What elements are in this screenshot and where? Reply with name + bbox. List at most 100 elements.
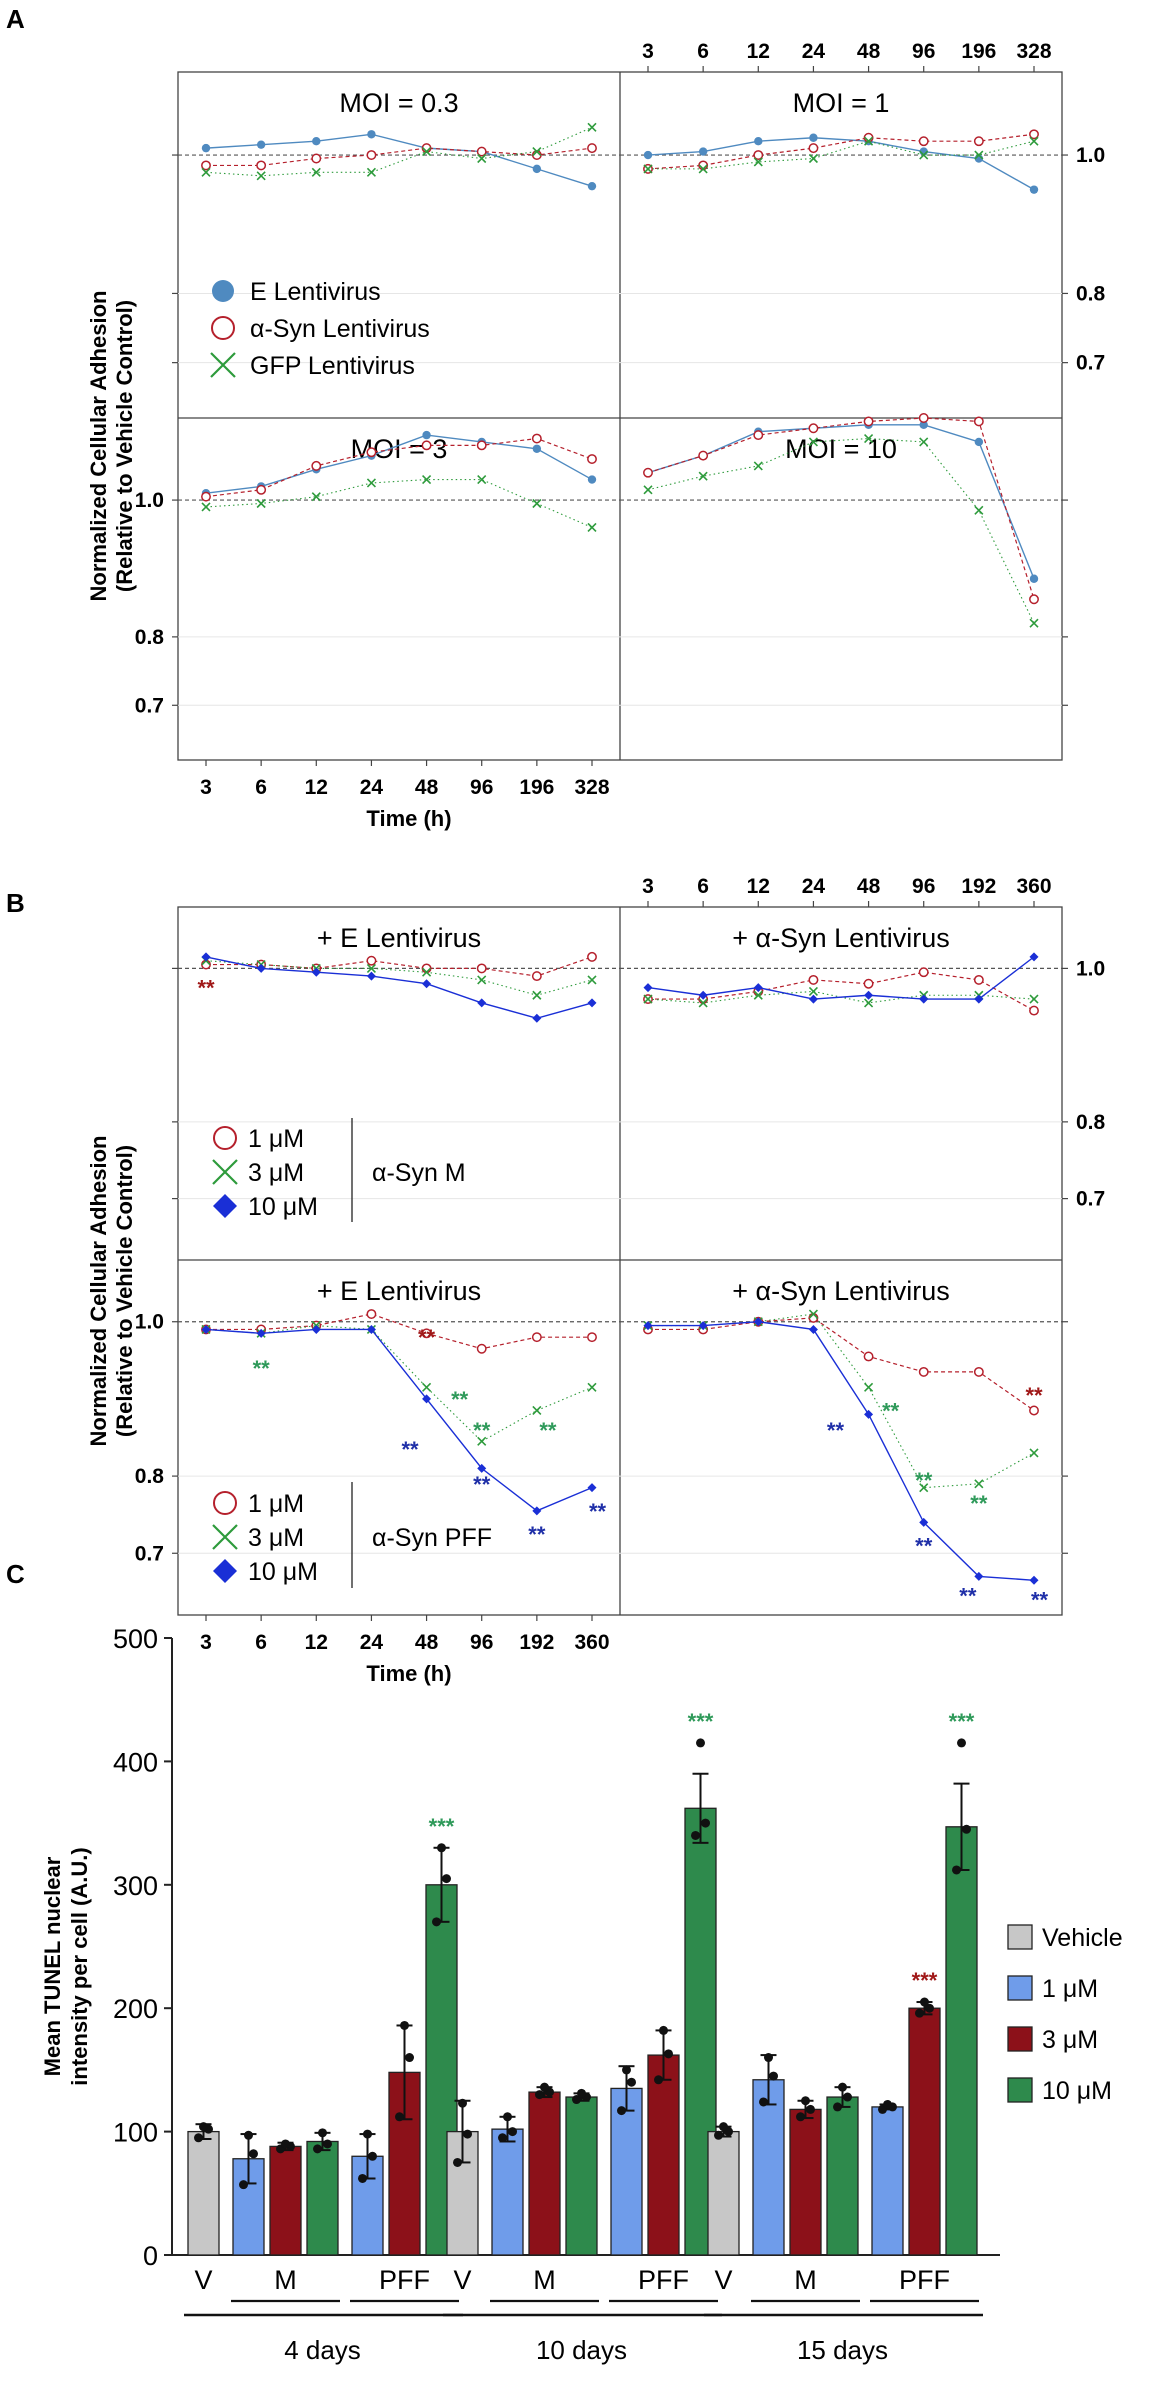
replicate-point [833,2102,842,2112]
x-tick-label-top: 3 [642,875,654,898]
bar [610,2087,643,2256]
data-point [587,181,597,191]
data-point [864,1409,874,1419]
data-point [532,990,542,1000]
bar [491,2128,524,2256]
replicate-point [759,2097,768,2107]
data-point [531,433,542,444]
significance-marker: ** [915,1534,933,1559]
replicate-point [962,1824,971,1834]
data-point [312,137,321,146]
series-line-2 [205,1325,593,1443]
condition-label-v: V [194,2265,212,2295]
data-point [366,955,377,966]
data-point [587,475,597,484]
data-point [919,1517,929,1527]
data-point [477,1463,487,1473]
data-point [643,994,653,1004]
condition-label-m: M [274,2265,297,2295]
replicate-point [572,2095,581,2105]
x-tick-label-bottom: 48 [415,1631,439,1654]
legend-swatch [1007,1975,1033,2001]
data-point [531,971,542,982]
data-point [311,167,321,177]
significance-marker: ** [473,1472,491,1497]
y-tick-label: 0 [143,2241,158,2271]
y-tick-label-left: 0.7 [135,694,164,717]
legend-label: 3 μM [248,1159,304,1187]
bar [945,1826,978,2256]
x-tick-label-top: 6 [697,875,709,898]
y-tick-label: 400 [113,1747,158,1777]
subpanel-title: + E Lentivirus [317,1276,481,1306]
data-point [532,164,542,174]
significance-marker: ** [970,1491,988,1516]
x-tick-label-top: 192 [961,875,996,898]
data-point [422,147,432,157]
data-point [974,505,984,515]
significance-marker: *** [688,1709,714,1734]
data-point [256,498,266,509]
data-point [753,461,763,471]
data-point [476,440,487,451]
replicate-point [952,1865,961,1875]
replicate-point [313,2144,322,2154]
data-point [587,522,597,533]
replicate-point [323,2139,332,2149]
data-point [973,1366,984,1377]
bar-group-3: *** *** V M PFF 15 days [704,1709,983,2365]
legend-label: 1 μM [248,1125,304,1153]
x-tick-label-top: 48 [857,40,881,63]
data-point [808,1324,818,1334]
replicate-point [714,2130,723,2140]
subpanel-3: MOI = 3 [178,430,620,706]
series-line-3 [205,956,593,1019]
replicate-point [622,2065,631,2075]
data-point [643,164,653,174]
legend-group-label: α-Syn M [372,1159,466,1187]
data-point [864,433,874,444]
data-point [311,492,321,502]
replicate-point [691,1830,700,1840]
data-point [422,474,432,485]
legend-label: GFP Lentivirus [250,352,415,380]
x-tick-label-bottom: 96 [470,776,493,799]
bar [826,2096,859,2256]
replicate-point [199,2122,208,2132]
data-point [1029,185,1039,194]
data-point [587,122,597,132]
panel-c-letter: C [6,1559,25,1589]
legend-label: 10 μM [1042,2077,1112,2105]
series-line-1 [205,434,593,494]
significance-marker: ** [1025,1383,1043,1408]
subpanel-title: + E Lentivirus [317,923,481,953]
data-point [863,416,874,427]
significance-marker: ** [915,1468,933,1493]
series-line-1 [647,137,1035,191]
data-point [422,967,432,977]
y-axis-label-group: Normalized Cellular Adhesion (Relative to… [86,1136,137,1447]
x-axis-label: Time (h) [366,806,451,831]
panel-a: 1.0 0.8 0.7 1.0 0.8 0.7 3 3 6 6 12 12 24 24 48 48 96 96 19… [86,40,1106,831]
data-point [698,998,708,1008]
replicate-point [535,2090,544,2100]
panel-a-letter: A [6,4,25,34]
x-tick-label-bottom: 3 [200,1631,212,1654]
x-tick-label-bottom: 24 [360,1631,384,1654]
series-line-2 [205,960,593,996]
significance-marker: *** [949,1709,975,1734]
data-point [698,164,708,174]
bar [752,2079,785,2256]
y-axis-label-group: Normalized Cellular Adhesion (Relative to… [86,291,137,602]
data-point [753,150,764,160]
subpanel-title: + α-Syn Lentivirus [732,923,949,953]
data-point [477,474,487,485]
data-point [477,1436,487,1446]
legend-a: E Lentivirus α-Syn Lentivirus GFP Lentivir… [210,278,430,380]
bar [647,2054,680,2256]
data-point [366,478,376,488]
data-point [422,979,432,989]
y-tick-label: 300 [113,1871,158,1901]
data-point [919,437,929,447]
data-point [366,971,376,981]
